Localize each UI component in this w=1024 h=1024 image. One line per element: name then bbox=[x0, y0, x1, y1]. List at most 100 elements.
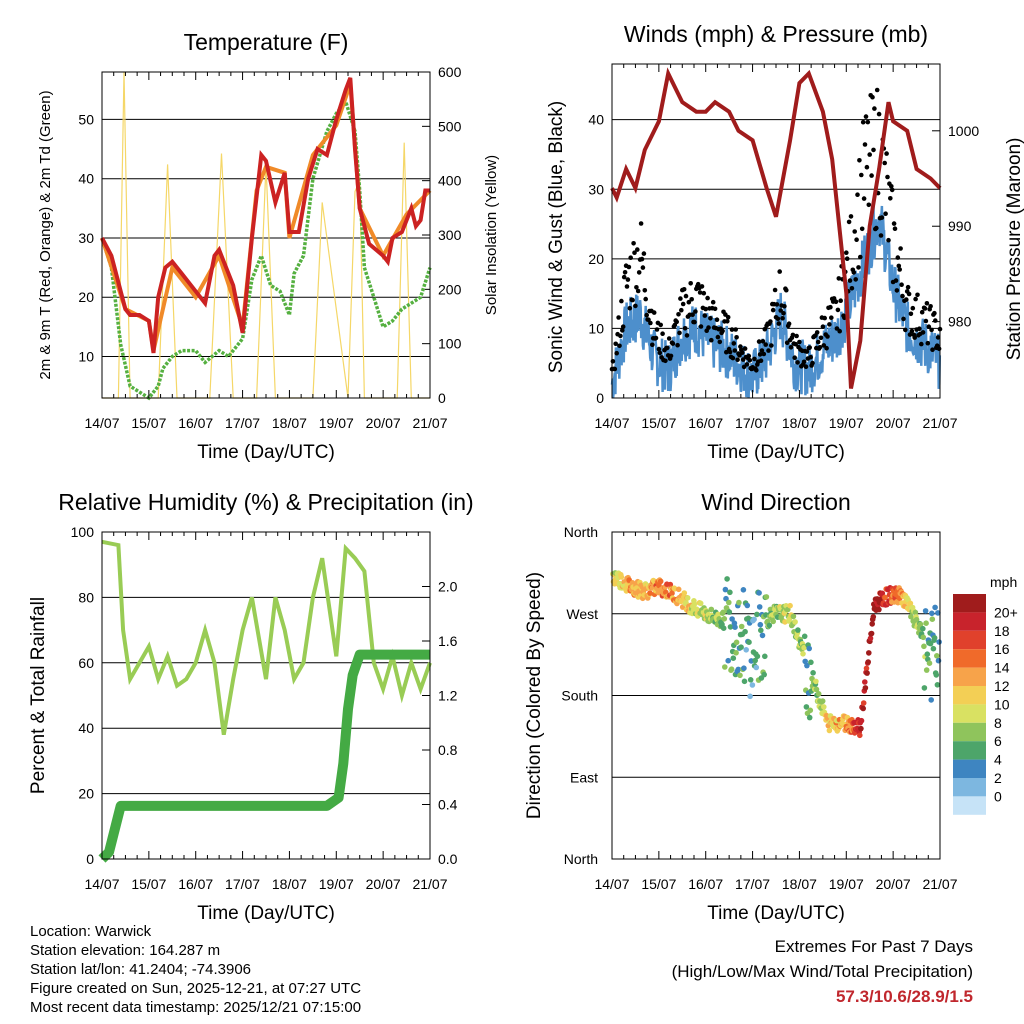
direction-point bbox=[727, 624, 734, 630]
y-right-tick-label: 1.2 bbox=[438, 688, 458, 704]
direction-point bbox=[762, 653, 768, 660]
direction-point bbox=[929, 616, 936, 622]
gust-point bbox=[895, 255, 901, 260]
direction-point bbox=[802, 658, 808, 665]
direction-point bbox=[923, 620, 929, 626]
y-right-tick-label: 600 bbox=[438, 64, 462, 80]
direction-point bbox=[807, 707, 814, 714]
gust-point bbox=[620, 324, 626, 330]
gust-point bbox=[781, 311, 786, 316]
gust-point bbox=[695, 281, 701, 287]
direction-chart: North East South West North 14/07 15/07 16/07 17… bbox=[524, 489, 1018, 924]
gust-point bbox=[614, 350, 619, 356]
direction-point bbox=[708, 606, 715, 613]
chart-title: Temperature (F) bbox=[184, 29, 349, 55]
x-tick-label: 15/07 bbox=[131, 415, 166, 431]
gust-point bbox=[627, 305, 633, 311]
gust-point bbox=[616, 315, 621, 320]
y-right-axis-label: Solar Insolation (Yellow) bbox=[483, 155, 500, 315]
legend-swatch bbox=[953, 759, 986, 778]
gust-point bbox=[913, 296, 918, 302]
direction-point bbox=[862, 685, 869, 691]
gust-point bbox=[624, 284, 630, 289]
gust-point bbox=[731, 341, 737, 346]
gust-point bbox=[610, 359, 616, 364]
direction-point bbox=[923, 667, 930, 673]
y-axis-label: Sonic Wind & Gust (Blue, Black) bbox=[546, 101, 567, 373]
gust-point bbox=[803, 364, 809, 370]
gust-point bbox=[680, 301, 686, 307]
direction-point bbox=[757, 621, 764, 628]
gust-point bbox=[828, 304, 833, 310]
extremes-values: 57.3/10.6/28.9/1.5 bbox=[835, 987, 973, 1006]
direction-point bbox=[724, 576, 730, 582]
gust-point bbox=[766, 348, 771, 353]
x-tick-label: 16/07 bbox=[178, 876, 213, 892]
direction-point bbox=[921, 643, 927, 650]
gust-point bbox=[915, 292, 920, 298]
gust-point bbox=[933, 318, 938, 323]
gust-point bbox=[866, 202, 872, 208]
gust-point bbox=[734, 335, 739, 340]
gust-point bbox=[807, 345, 812, 350]
gust-point bbox=[747, 358, 753, 363]
direction-point bbox=[732, 624, 738, 630]
direction-point bbox=[804, 662, 810, 669]
x-axis-label: Time (Day/UTC) bbox=[707, 903, 845, 924]
gust-point bbox=[844, 250, 849, 255]
direction-point bbox=[800, 651, 806, 657]
direction-point bbox=[753, 664, 760, 671]
direction-point bbox=[730, 655, 737, 661]
gust-point bbox=[790, 332, 796, 338]
gust-point bbox=[912, 335, 917, 340]
x-tick-label: 17/07 bbox=[735, 415, 770, 431]
gust-point bbox=[827, 322, 832, 327]
direction-point bbox=[795, 627, 801, 633]
direction-point bbox=[865, 659, 871, 665]
direction-point bbox=[928, 697, 934, 703]
legend-swatch bbox=[953, 667, 986, 686]
gust-point bbox=[709, 337, 714, 343]
legend-swatch bbox=[953, 686, 986, 705]
gust-point bbox=[714, 317, 720, 323]
y-tick-label: 40 bbox=[588, 112, 604, 128]
direction-point bbox=[721, 616, 728, 622]
direction-point bbox=[926, 660, 933, 666]
direction-point bbox=[761, 671, 767, 678]
winds-chart: 0 10 20 30 40 980 990 1000 14/07 15/07 16/07 17/07 1… bbox=[546, 21, 1024, 463]
direction-point bbox=[931, 635, 938, 641]
gust-point bbox=[612, 366, 618, 372]
gust-point bbox=[872, 106, 877, 111]
legend-label: 0 bbox=[994, 788, 1002, 804]
station-location: Location: Warwick bbox=[30, 923, 152, 940]
legend-label: 12 bbox=[994, 678, 1010, 694]
gust-point bbox=[892, 226, 898, 231]
gust-point bbox=[870, 94, 875, 100]
extremes-box: Extremes For Past 7 Days (High/Low/Max W… bbox=[672, 934, 973, 1009]
x-tick-label: 16/07 bbox=[688, 876, 723, 892]
gust-point bbox=[936, 346, 942, 352]
direction-point bbox=[770, 618, 776, 625]
direction-point bbox=[681, 590, 688, 596]
x-tick-label: 21/07 bbox=[922, 876, 957, 892]
x-axis-label: Time (Day/UTC) bbox=[197, 442, 335, 463]
gust-point bbox=[821, 343, 827, 348]
gust-point bbox=[651, 310, 657, 315]
gust-point bbox=[874, 225, 879, 231]
gust-point bbox=[643, 296, 648, 302]
gust-point bbox=[856, 265, 861, 270]
gust-point bbox=[725, 319, 730, 324]
direction-point bbox=[927, 640, 934, 647]
gust-point bbox=[865, 119, 871, 125]
gust-point bbox=[639, 256, 645, 262]
legend-label: 14 bbox=[994, 660, 1010, 676]
legend-swatch bbox=[953, 594, 986, 613]
direction-point bbox=[657, 578, 664, 585]
gust-point bbox=[619, 298, 624, 304]
direction-point bbox=[747, 693, 753, 700]
y-right-tick-label: 990 bbox=[948, 218, 972, 234]
y-tick-label: 100 bbox=[71, 524, 95, 540]
y-tick-label: 40 bbox=[78, 171, 94, 187]
direction-point bbox=[754, 653, 761, 660]
x-axis-label: Time (Day/UTC) bbox=[197, 903, 335, 924]
